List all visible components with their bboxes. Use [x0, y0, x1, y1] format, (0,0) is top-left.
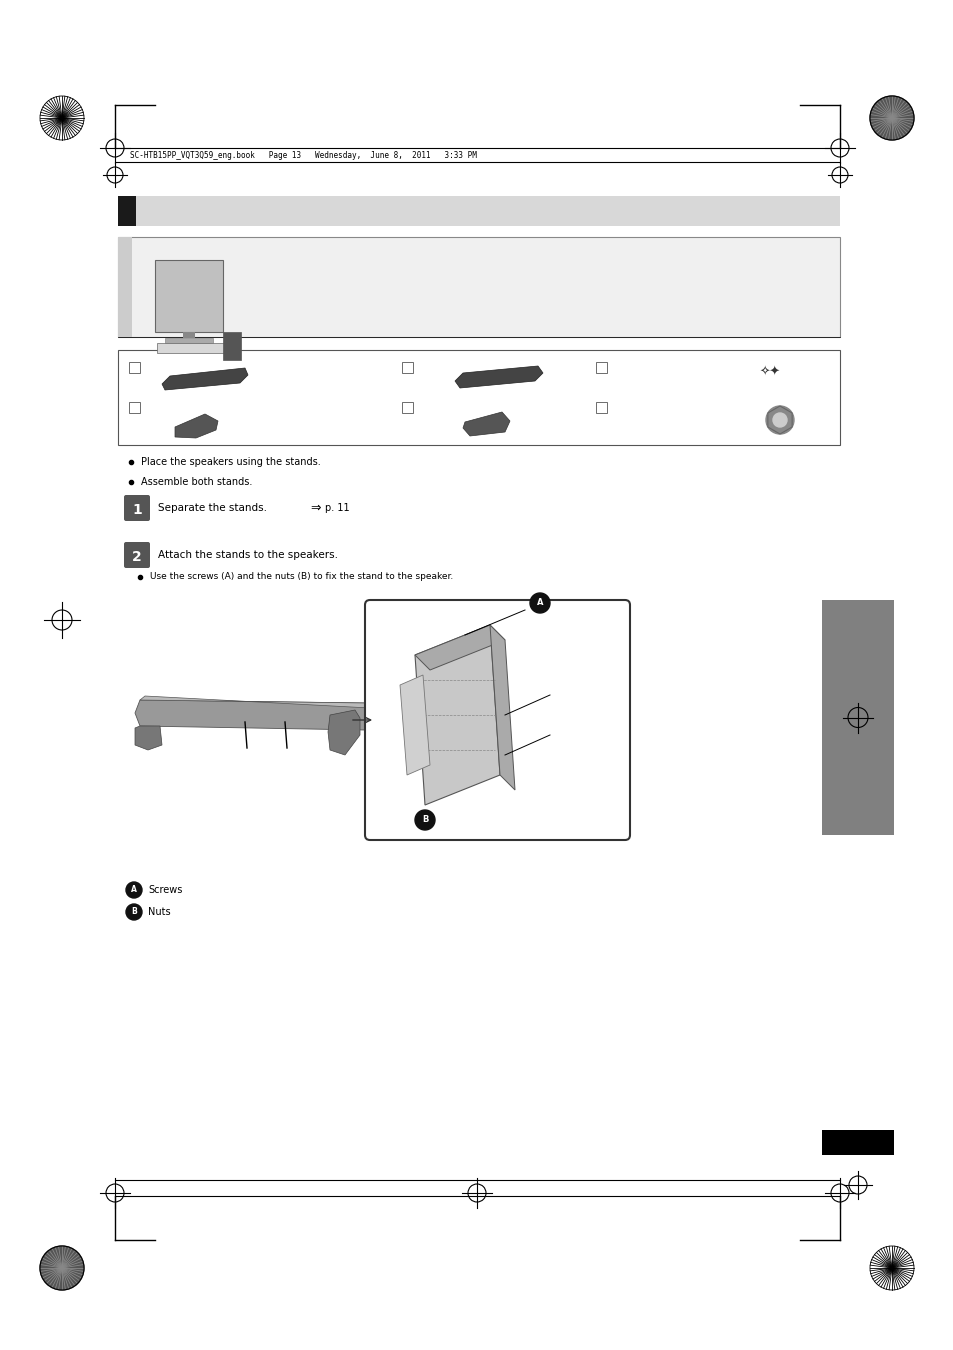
FancyBboxPatch shape — [124, 541, 150, 568]
Polygon shape — [135, 726, 162, 751]
Text: A: A — [131, 886, 137, 895]
Text: Nuts: Nuts — [148, 907, 171, 917]
Circle shape — [40, 1246, 84, 1291]
Bar — [118, 238, 840, 338]
FancyBboxPatch shape — [365, 599, 629, 840]
Text: Screws: Screws — [148, 886, 182, 895]
Bar — [129, 402, 140, 413]
Text: B: B — [421, 815, 428, 825]
Bar — [223, 332, 241, 360]
Text: Place the speakers using the stands.: Place the speakers using the stands. — [141, 458, 320, 467]
Bar — [183, 332, 194, 338]
Bar — [401, 362, 413, 373]
Bar — [401, 402, 413, 413]
Text: 1: 1 — [132, 504, 142, 517]
Bar — [821, 599, 893, 836]
Polygon shape — [455, 366, 542, 387]
Text: B: B — [131, 907, 136, 917]
Bar — [118, 196, 136, 225]
Polygon shape — [140, 697, 379, 711]
Bar — [596, 402, 606, 413]
Text: Separate the stands.: Separate the stands. — [158, 504, 267, 513]
Text: SC-HTB15PP_VQT3Q59_eng.book   Page 13   Wednesday,  June 8,  2011   3:33 PM: SC-HTB15PP_VQT3Q59_eng.book Page 13 Wedn… — [130, 150, 476, 159]
Bar — [596, 362, 606, 373]
Text: ✧✦: ✧✦ — [759, 366, 780, 378]
Bar — [157, 343, 227, 352]
Circle shape — [530, 593, 550, 613]
Polygon shape — [415, 625, 499, 805]
Circle shape — [415, 810, 435, 830]
Polygon shape — [328, 710, 359, 755]
Text: Attach the stands to the speakers.: Attach the stands to the speakers. — [158, 549, 337, 560]
Bar — [821, 1130, 893, 1156]
Bar — [118, 350, 840, 446]
FancyBboxPatch shape — [124, 495, 150, 521]
Circle shape — [126, 882, 142, 898]
Circle shape — [765, 406, 793, 433]
Text: Assemble both stands.: Assemble both stands. — [141, 477, 253, 487]
Circle shape — [869, 96, 913, 140]
Circle shape — [772, 413, 786, 427]
Polygon shape — [135, 701, 379, 730]
Text: p. 11: p. 11 — [325, 504, 349, 513]
Circle shape — [126, 904, 142, 919]
Polygon shape — [490, 625, 515, 790]
Bar — [165, 338, 213, 343]
Polygon shape — [415, 625, 504, 670]
Text: Use the screws (A) and the nuts (B) to fix the stand to the speaker.: Use the screws (A) and the nuts (B) to f… — [150, 572, 453, 582]
Polygon shape — [462, 412, 510, 436]
Text: 2: 2 — [132, 549, 142, 564]
Bar — [118, 238, 132, 338]
Text: A: A — [537, 598, 542, 608]
Bar — [129, 362, 140, 373]
Polygon shape — [162, 369, 248, 390]
Polygon shape — [174, 414, 218, 437]
Bar — [154, 261, 223, 332]
Text: ⇒: ⇒ — [310, 501, 320, 514]
Polygon shape — [399, 675, 430, 775]
Bar — [118, 196, 840, 225]
